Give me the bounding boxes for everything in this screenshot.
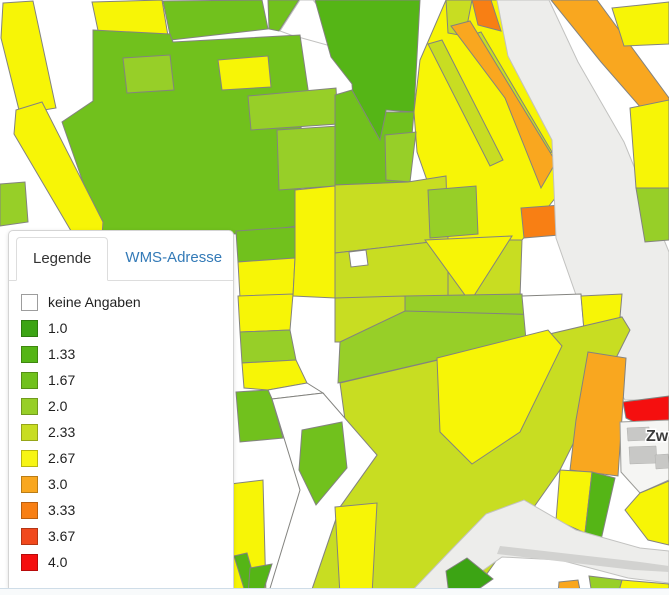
map-town-label: Zw xyxy=(646,428,669,445)
tab-bar: Legende WMS-Adresse xyxy=(9,231,233,281)
legend-label: 3.67 xyxy=(48,528,76,544)
map-parcel xyxy=(348,249,369,268)
map-parcel xyxy=(497,546,669,572)
legend-item: 2.33 xyxy=(21,424,221,441)
tab-legende-label: Legende xyxy=(33,250,92,267)
map-parcel xyxy=(384,131,417,183)
map-parcel xyxy=(611,1,669,47)
legend-item: 3.0 xyxy=(21,476,221,493)
map-parcel xyxy=(217,55,272,91)
legend-list: keine Angaben 1.0 1.33 1.67 2.0 2.33 2.67 3.0 3.… xyxy=(9,281,233,586)
legend-item: 1.33 xyxy=(21,346,221,363)
tab-legende[interactable]: Legende xyxy=(16,237,109,281)
map-parcel xyxy=(629,99,669,189)
legend-swatch xyxy=(21,450,38,467)
map-parcel xyxy=(550,0,669,141)
legend-swatch xyxy=(21,476,38,493)
legend-label: 2.0 xyxy=(48,398,68,414)
legend-label: 4.0 xyxy=(48,554,68,570)
legend-label: 1.0 xyxy=(48,320,68,336)
legend-label: keine Angaben xyxy=(48,294,141,310)
map-parcel xyxy=(237,293,294,333)
legend-swatch xyxy=(21,346,38,363)
map-parcel xyxy=(292,185,336,299)
footer-bar xyxy=(0,588,669,595)
legend-label: 3.0 xyxy=(48,476,68,492)
map-parcel xyxy=(471,0,502,32)
legend-item: 3.67 xyxy=(21,528,221,545)
legend-swatch xyxy=(21,528,38,545)
legend-label: 2.67 xyxy=(48,450,76,466)
map-parcel xyxy=(247,563,273,595)
tab-wms-adresse[interactable]: WMS-Adresse xyxy=(108,236,239,280)
map-parcel xyxy=(436,329,563,465)
map-parcel xyxy=(427,39,504,167)
legend-label: 3.33 xyxy=(48,502,76,518)
map-parcel xyxy=(239,329,297,364)
legend-swatch xyxy=(21,372,38,389)
legend-label: 1.33 xyxy=(48,346,76,362)
legend-swatch xyxy=(21,554,38,571)
legend-panel: Legende WMS-Adresse keine Angaben 1.0 1.33… xyxy=(8,230,234,588)
legend-item: 4.0 xyxy=(21,554,221,571)
legend-label: 1.67 xyxy=(48,372,76,388)
map-parcel xyxy=(424,235,513,303)
map-parcel xyxy=(0,181,29,227)
legend-swatch xyxy=(21,294,38,311)
map-parcel xyxy=(122,54,175,94)
map-building xyxy=(628,445,658,465)
map-parcel xyxy=(635,187,669,243)
map-parcel xyxy=(427,185,479,239)
map-building xyxy=(626,426,651,442)
legend-item: 2.67 xyxy=(21,450,221,467)
map-building xyxy=(654,453,669,470)
map-parcel xyxy=(235,226,296,263)
legend-swatch xyxy=(21,398,38,415)
map-parcel xyxy=(162,0,269,41)
map-parcel xyxy=(61,29,310,235)
map-parcel xyxy=(624,480,669,546)
legend-item: 1.0 xyxy=(21,320,221,337)
legend-swatch xyxy=(21,424,38,441)
legend-item: keine Angaben xyxy=(21,294,221,311)
map-parcel xyxy=(276,125,339,191)
map-parcel xyxy=(267,0,300,32)
legend-label: 2.33 xyxy=(48,424,76,440)
map-parcel xyxy=(0,0,57,115)
legend-item: 1.67 xyxy=(21,372,221,389)
legend-item: 3.33 xyxy=(21,502,221,519)
map-parcel xyxy=(237,257,296,299)
legend-swatch xyxy=(21,320,38,337)
map-parcel xyxy=(298,421,348,506)
legend-swatch xyxy=(21,502,38,519)
map-parcel xyxy=(334,502,378,595)
legend-item: 2.0 xyxy=(21,398,221,415)
map-parcel xyxy=(450,20,557,190)
map-parcel xyxy=(247,87,339,131)
tab-wms-adresse-label: WMS-Adresse xyxy=(125,249,223,266)
